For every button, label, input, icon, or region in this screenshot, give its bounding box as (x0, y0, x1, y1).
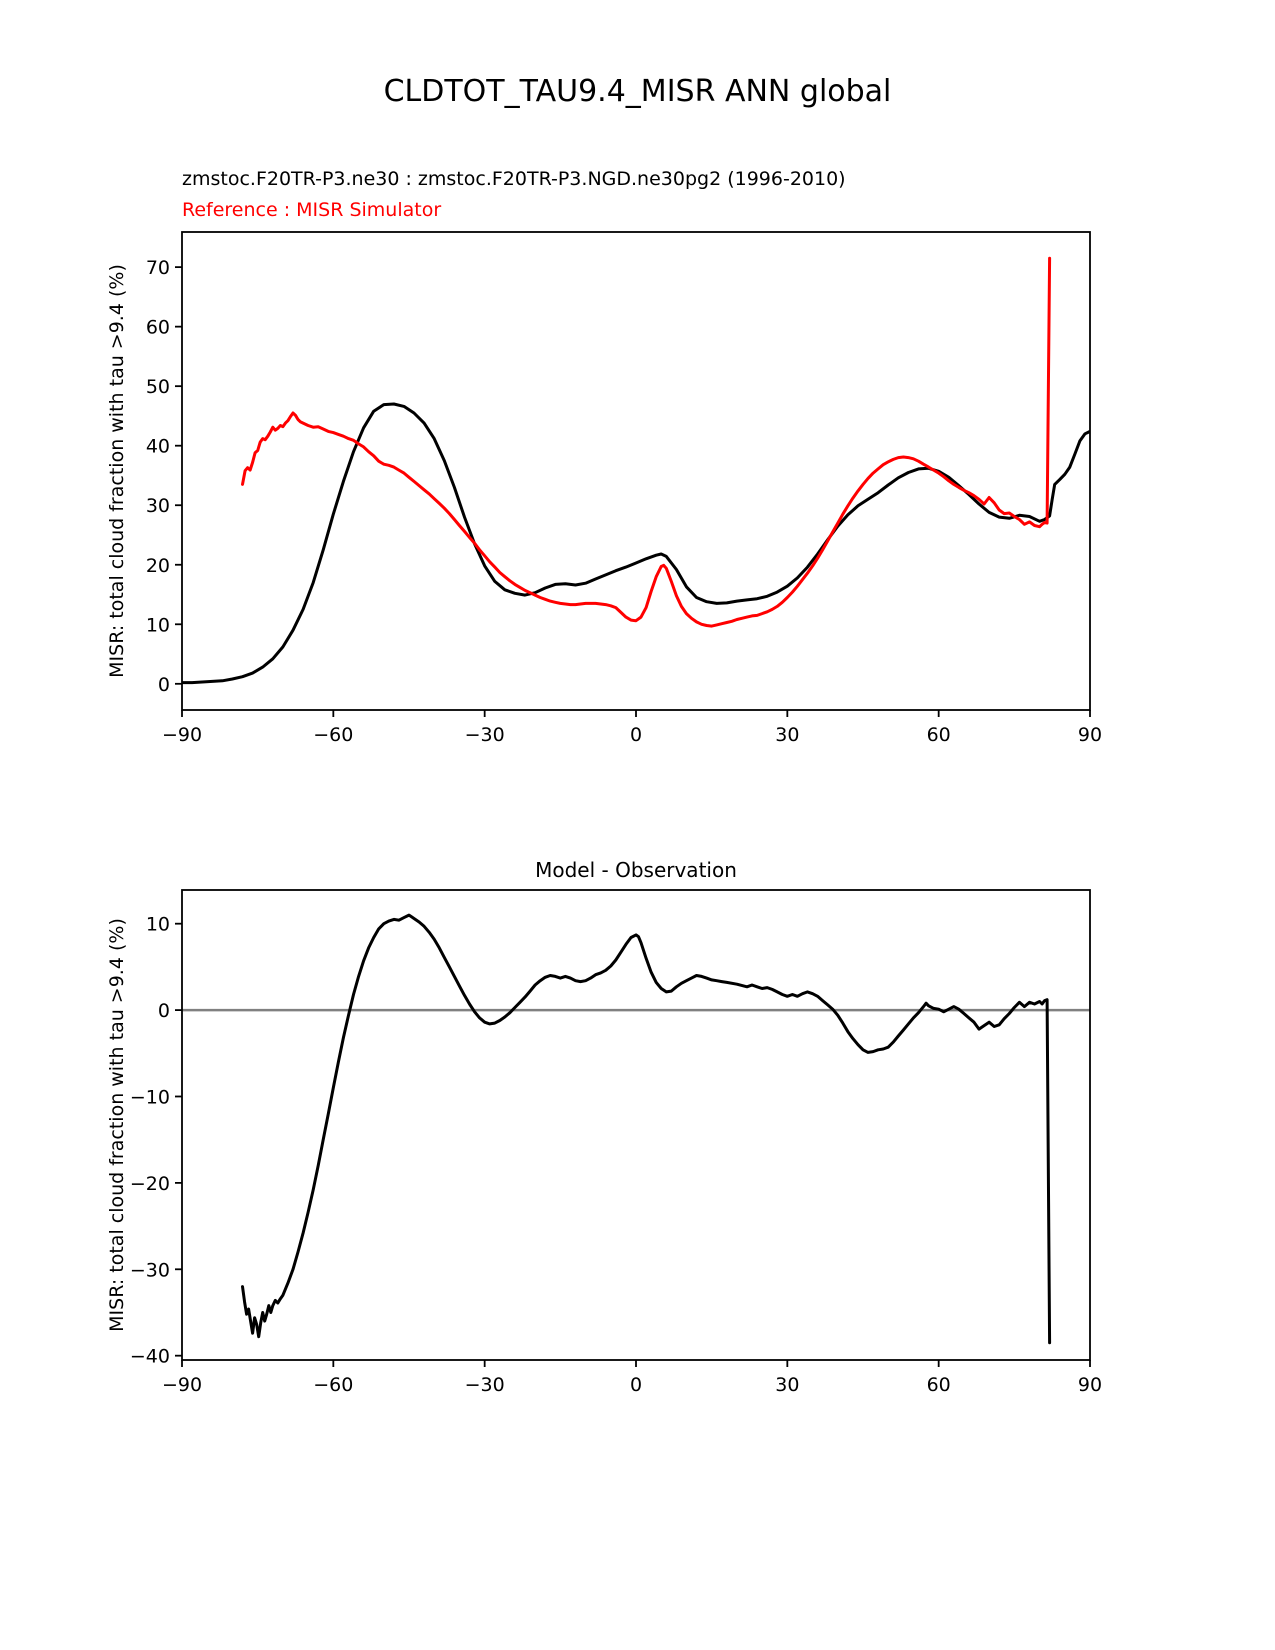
y-tick-label: 50 (146, 376, 170, 398)
y-tick-label: 0 (158, 674, 170, 696)
x-tick-label: −90 (162, 724, 202, 746)
top-chart: −90 −60 −30 0 30 60 90 0 10 20 30 40 50 60 70 MISR: tot… (106, 231, 1102, 746)
subtitle-reference: Reference : MISR Simulator (182, 199, 442, 221)
x-tick-label: −30 (465, 724, 505, 746)
y-tick-label: 0 (158, 1000, 170, 1022)
y-tick-label: 40 (146, 436, 170, 458)
y-tick-label: 10 (146, 914, 170, 936)
y-tick-label: −30 (130, 1259, 170, 1281)
y-tick-label: 70 (146, 257, 170, 279)
y-tick-label: 10 (146, 614, 170, 636)
axis-ticks: −90 −60 −30 0 30 60 90 0 10 20 30 40 50 60 70 (146, 257, 1102, 746)
x-tick-label: 0 (630, 1374, 642, 1396)
x-tick-label: −30 (465, 1374, 505, 1396)
model-line (182, 402, 1090, 685)
figure-title: CLDTOT_TAU9.4_MISR ANN global (383, 74, 892, 109)
x-tick-label: 60 (927, 724, 951, 746)
y-tick-label: −10 (130, 1086, 170, 1108)
x-tick-label: 0 (630, 724, 642, 746)
plot-border (181, 889, 1091, 1361)
y-tick-label: 20 (146, 555, 170, 577)
plot-border (181, 231, 1091, 711)
x-tick-label: 30 (775, 1374, 799, 1396)
model-minus-observation-line (241, 913, 1052, 1345)
x-tick-label: −60 (313, 1374, 353, 1396)
bottom-chart: −90 −60 −30 0 30 60 90 −40 −30 −20 −10 0 10 MISR: tot… (106, 858, 1102, 1396)
y-axis-label: MISR: total cloud fraction with tau >9.4… (106, 918, 128, 1332)
x-tick-label: 60 (927, 1374, 951, 1396)
y-tick-label: −40 (130, 1346, 170, 1368)
chart-title: Model - Observation (535, 858, 737, 882)
reference-line (241, 256, 1052, 628)
subtitle-model-run: zmstoc.F20TR-P3.ne30 : zmstoc.F20TR-P3.N… (182, 168, 846, 190)
x-tick-label: 90 (1078, 1374, 1102, 1396)
y-tick-label: −20 (130, 1173, 170, 1195)
x-tick-label: −90 (162, 1374, 202, 1396)
x-tick-label: −60 (313, 724, 353, 746)
axis-ticks: −90 −60 −30 0 30 60 90 −40 −30 −20 −10 0 10 (130, 914, 1102, 1396)
y-tick-label: 60 (146, 317, 170, 339)
y-tick-label: 30 (146, 495, 170, 517)
x-tick-label: 90 (1078, 724, 1102, 746)
y-axis-label: MISR: total cloud fraction with tau >9.4… (106, 264, 128, 678)
x-tick-label: 30 (775, 724, 799, 746)
